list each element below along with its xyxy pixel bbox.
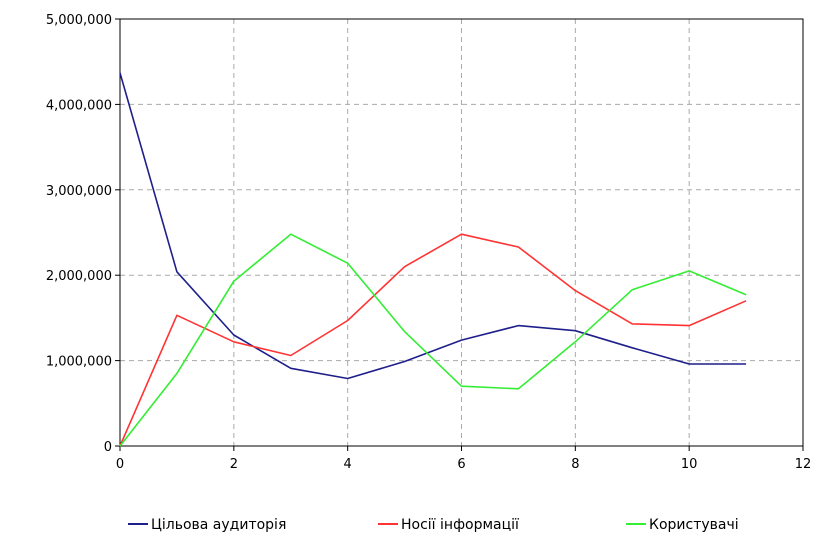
legend-label: Цільова аудиторія <box>151 517 286 533</box>
grid-lines <box>120 19 803 446</box>
x-tick-label: 12 <box>795 457 812 472</box>
x-tick-label: 2 <box>230 457 238 472</box>
y-tick-label: 1,000,000 <box>46 355 112 370</box>
x-tick-label: 6 <box>457 457 465 472</box>
x-tick-label: 10 <box>681 457 698 472</box>
y-tick-label: 4,000,000 <box>46 98 112 113</box>
y-axis: 0 1,000,000 2,000,000 3,000,000 4,000,000 5,0… <box>46 13 120 455</box>
y-tick-label: 3,000,000 <box>46 184 112 199</box>
series-lines <box>119 72 747 447</box>
legend-label: Носії інформації <box>401 517 519 533</box>
y-tick-label: 2,000,000 <box>46 269 112 284</box>
legend-label: Користувачі <box>649 517 739 533</box>
x-tick-label: 0 <box>116 457 124 472</box>
series-line-1 <box>119 72 747 380</box>
y-tick-label: 0 <box>104 440 112 455</box>
x-axis: 0 2 4 6 8 10 12 <box>116 446 811 472</box>
series-line-2 <box>119 233 747 447</box>
legend: Цільова аудиторія Носії інформації Користу… <box>128 517 739 533</box>
x-tick-label: 8 <box>571 457 579 472</box>
series-line-3 <box>119 233 747 447</box>
x-tick-label: 4 <box>344 457 352 472</box>
y-tick-label: 5,000,000 <box>46 13 112 28</box>
